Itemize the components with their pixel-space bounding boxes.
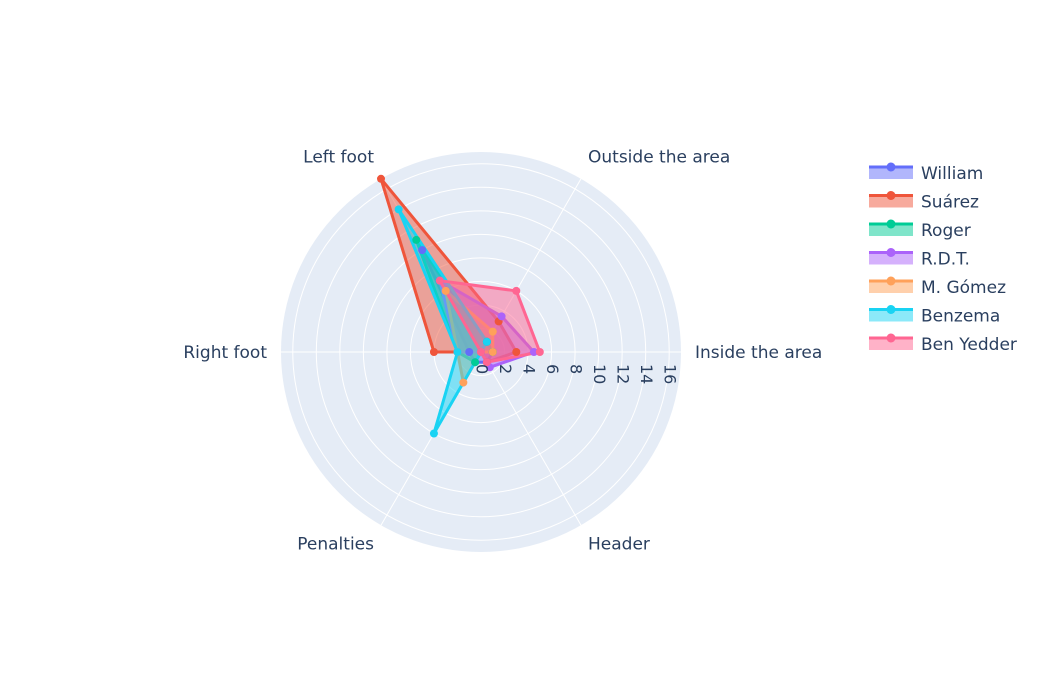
grid-spoke bbox=[480, 351, 582, 526]
data-point[interactable] bbox=[453, 348, 462, 356]
legend-marker bbox=[886, 219, 896, 229]
legend-item[interactable]: Benzema bbox=[869, 305, 1000, 327]
data-point[interactable] bbox=[471, 358, 480, 367]
legend-label: William bbox=[921, 164, 983, 184]
legend-marker bbox=[886, 191, 896, 200]
radial-tick-label: 14 bbox=[637, 364, 656, 384]
legend-item[interactable]: William bbox=[869, 162, 983, 185]
data-point[interactable] bbox=[529, 348, 538, 356]
data-point[interactable] bbox=[435, 276, 444, 285]
data-point[interactable] bbox=[459, 378, 468, 387]
series-area-ben-yedder[interactable] bbox=[438, 279, 542, 364]
data-point[interactable] bbox=[377, 174, 385, 183]
series-points bbox=[377, 174, 544, 438]
radial-tick-label: 4 bbox=[520, 364, 539, 374]
radial-tick-labels: 0 2 4 6 8 10 12 14 16 bbox=[473, 364, 680, 384]
radial-tick-label: 0 bbox=[473, 364, 492, 374]
radial-tick-label: 16 bbox=[661, 364, 680, 384]
radial-tick-label: 12 bbox=[614, 364, 633, 384]
axis-label: Left foot bbox=[303, 148, 374, 168]
legend-swatch bbox=[869, 167, 913, 179]
radial-tick-label: 10 bbox=[590, 364, 609, 384]
legend-marker bbox=[886, 248, 896, 257]
axis-label: Right foot bbox=[183, 343, 267, 363]
axis-label: Inside the area bbox=[695, 343, 822, 363]
radial-tick-label: 8 bbox=[567, 364, 586, 374]
legend-label: Benzema bbox=[921, 307, 1000, 327]
data-point[interactable] bbox=[477, 348, 485, 356]
data-point[interactable] bbox=[394, 205, 403, 214]
data-point[interactable] bbox=[512, 348, 521, 356]
angular-axis-labels: Inside the area Outside the area Left foot… bbox=[183, 148, 822, 555]
legend-item[interactable]: Suárez bbox=[869, 191, 979, 213]
data-point[interactable] bbox=[465, 348, 474, 356]
legend-label: M. Gómez bbox=[921, 278, 1006, 298]
data-point[interactable] bbox=[482, 358, 491, 367]
axis-label: Penalties bbox=[297, 534, 374, 554]
legend-swatch bbox=[869, 309, 913, 322]
legend-item[interactable]: Ben Yedder bbox=[869, 333, 1017, 356]
legend-swatch bbox=[869, 195, 913, 208]
data-point[interactable] bbox=[418, 246, 427, 255]
legend-swatch bbox=[869, 281, 913, 293]
legend-item[interactable]: M. Gómez bbox=[869, 276, 1006, 299]
legend-marker bbox=[886, 162, 896, 172]
data-point[interactable] bbox=[512, 286, 521, 295]
data-point[interactable] bbox=[441, 286, 450, 295]
legend-swatch bbox=[869, 224, 913, 236]
data-point[interactable] bbox=[535, 348, 544, 356]
legend[interactable]: William Suárez Roger R.D.T. M. Gómez Benzema B… bbox=[869, 162, 1017, 356]
legend-swatch bbox=[869, 338, 913, 350]
legend-marker bbox=[886, 276, 896, 286]
radial-tick-label: 2 bbox=[496, 364, 515, 374]
radial-tick-label: 6 bbox=[543, 364, 562, 374]
data-point[interactable] bbox=[482, 337, 491, 346]
data-point[interactable] bbox=[412, 235, 421, 244]
legend-item[interactable]: Roger bbox=[869, 219, 971, 242]
data-point[interactable] bbox=[429, 429, 438, 438]
axis-label: Outside the area bbox=[588, 148, 730, 168]
legend-marker bbox=[886, 333, 896, 343]
data-point[interactable] bbox=[488, 327, 497, 336]
data-point[interactable] bbox=[429, 348, 438, 356]
legend-item[interactable]: R.D.T. bbox=[869, 248, 970, 270]
legend-label: R.D.T. bbox=[921, 250, 970, 270]
axis-label: Header bbox=[588, 534, 650, 554]
data-point[interactable] bbox=[497, 312, 506, 321]
legend-label: Ben Yedder bbox=[921, 335, 1017, 355]
legend-swatch bbox=[869, 252, 913, 265]
legend-marker bbox=[886, 305, 896, 314]
legend-label: Roger bbox=[921, 221, 971, 241]
legend-label: Suárez bbox=[921, 193, 979, 213]
data-point[interactable] bbox=[488, 348, 497, 356]
